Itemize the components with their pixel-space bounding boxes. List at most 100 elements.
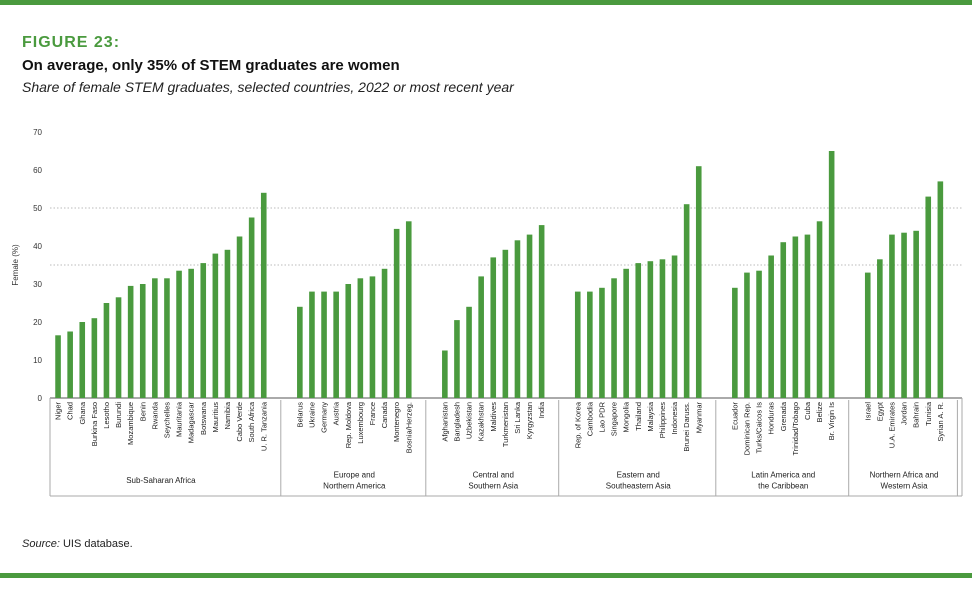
x-tick-label: Turkmenistan [501,402,510,447]
bar [139,284,146,398]
x-tick-label: Turks/Caicos Is [755,402,764,454]
bar [647,261,654,398]
x-tick-label: France [368,402,377,425]
bar [345,284,352,398]
bar [490,257,497,398]
x-tick-label: Thailand [634,402,643,431]
bar [91,318,98,398]
bar [502,249,509,398]
bar [732,287,738,398]
figure-subtitle: Share of female STEM graduates, selected… [22,79,514,95]
bar [369,276,376,398]
x-tick-label: U. R. Tanzania [259,401,268,451]
bar [901,232,907,398]
source-text: UIS database. [62,538,133,550]
bar [357,278,364,398]
bar [115,297,122,398]
bar [816,221,823,398]
x-tick-label: Seychelles [162,402,171,439]
x-tick-label: Tunisia [924,401,933,426]
x-tick-label: Afghanistan [440,402,449,442]
bottom-rule [0,573,972,578]
bar [804,234,811,398]
bar [405,221,412,398]
bar [454,320,460,398]
bar [864,272,871,398]
bar [514,240,521,398]
x-tick-label: Myanmar [694,402,703,434]
group-label: Western Asia [881,482,929,491]
y-tick-label: 70 [33,128,42,137]
group-label: Sub-Saharan Africa [126,476,196,485]
x-tick-label: Egypt [875,401,884,421]
bar [937,181,944,398]
x-tick-label: Cambodia [585,401,594,436]
x-tick-label: Dominican Rep. [742,402,751,455]
x-tick-label: Rep. Moldova [344,401,353,448]
source-label: Source: [22,538,60,550]
x-tick-label: Sri Lanka [513,401,522,434]
group-label: the Caribbean [758,482,808,491]
group-label: Northern America [323,482,386,491]
x-tick-label: India [537,401,546,418]
x-tick-label: Ghana [78,401,87,424]
x-tick-label: Grenada [779,401,788,431]
x-tick-label: Botswana [199,401,208,435]
x-tick-label: Belize [815,402,824,422]
x-tick-label: Bahrain [912,402,921,428]
x-tick-label: Austria [332,401,341,425]
x-tick-label: Rep. of Korea [573,401,582,448]
x-tick-label: Lao PDR [597,401,606,432]
x-tick-label: Lesotho [102,402,111,429]
bar [889,234,895,398]
bar [333,291,339,398]
bar [695,166,702,398]
x-tick-label: Belarus [295,402,304,428]
group-label: Europe and [334,471,375,480]
x-tick-label: Mozambique [126,402,135,445]
x-tick-label: Mauritania [175,401,184,437]
bar [260,192,267,398]
bar [381,268,388,398]
x-tick-label: Syrian A. R. [936,402,945,442]
x-tick-label: Singapore [610,402,619,436]
bar [587,291,593,398]
bar [103,303,110,398]
x-tick-label: Mongolia [622,401,631,432]
y-tick-label: 0 [38,394,43,403]
y-tick-label: 60 [33,166,42,175]
x-tick-label: Ukraine [307,402,316,428]
bar [466,306,472,398]
source-note: Source: UIS database. [22,538,133,550]
x-tick-label: Indonesia [670,401,679,434]
bar [574,291,581,398]
x-tick-label: Bangladesh [452,402,461,442]
y-axis-label: Female (%) [11,244,20,286]
top-rule [0,0,972,5]
bar [744,272,750,398]
bar [611,278,617,398]
x-tick-label: Madagascar [187,402,196,444]
bar [756,270,762,398]
bar [321,291,327,398]
x-tick-label: Philippines [658,402,667,439]
y-tick-label: 50 [33,204,42,213]
x-tick-label: Cuba [803,401,812,420]
bar [309,291,315,398]
x-tick-label: Uzbekistan [465,402,474,439]
x-tick-label: Montenegro [392,402,401,442]
x-tick-label: Maldives [489,402,498,432]
x-tick-label: Burundi [114,402,123,428]
bar [768,255,774,398]
y-tick-label: 10 [33,356,42,365]
x-tick-label: Kyrgyzstan [525,402,534,439]
y-tick-label: 30 [33,280,42,289]
x-tick-label: Kazakhstan [477,402,486,441]
bar [671,255,678,398]
bar [635,263,642,398]
bar [212,253,219,398]
bar [152,278,158,398]
x-tick-label: Rwanda [150,401,159,429]
x-tick-label: Br. Virgin Is [827,402,836,440]
x-tick-label: Bosnia/Herzeg. [404,402,413,453]
